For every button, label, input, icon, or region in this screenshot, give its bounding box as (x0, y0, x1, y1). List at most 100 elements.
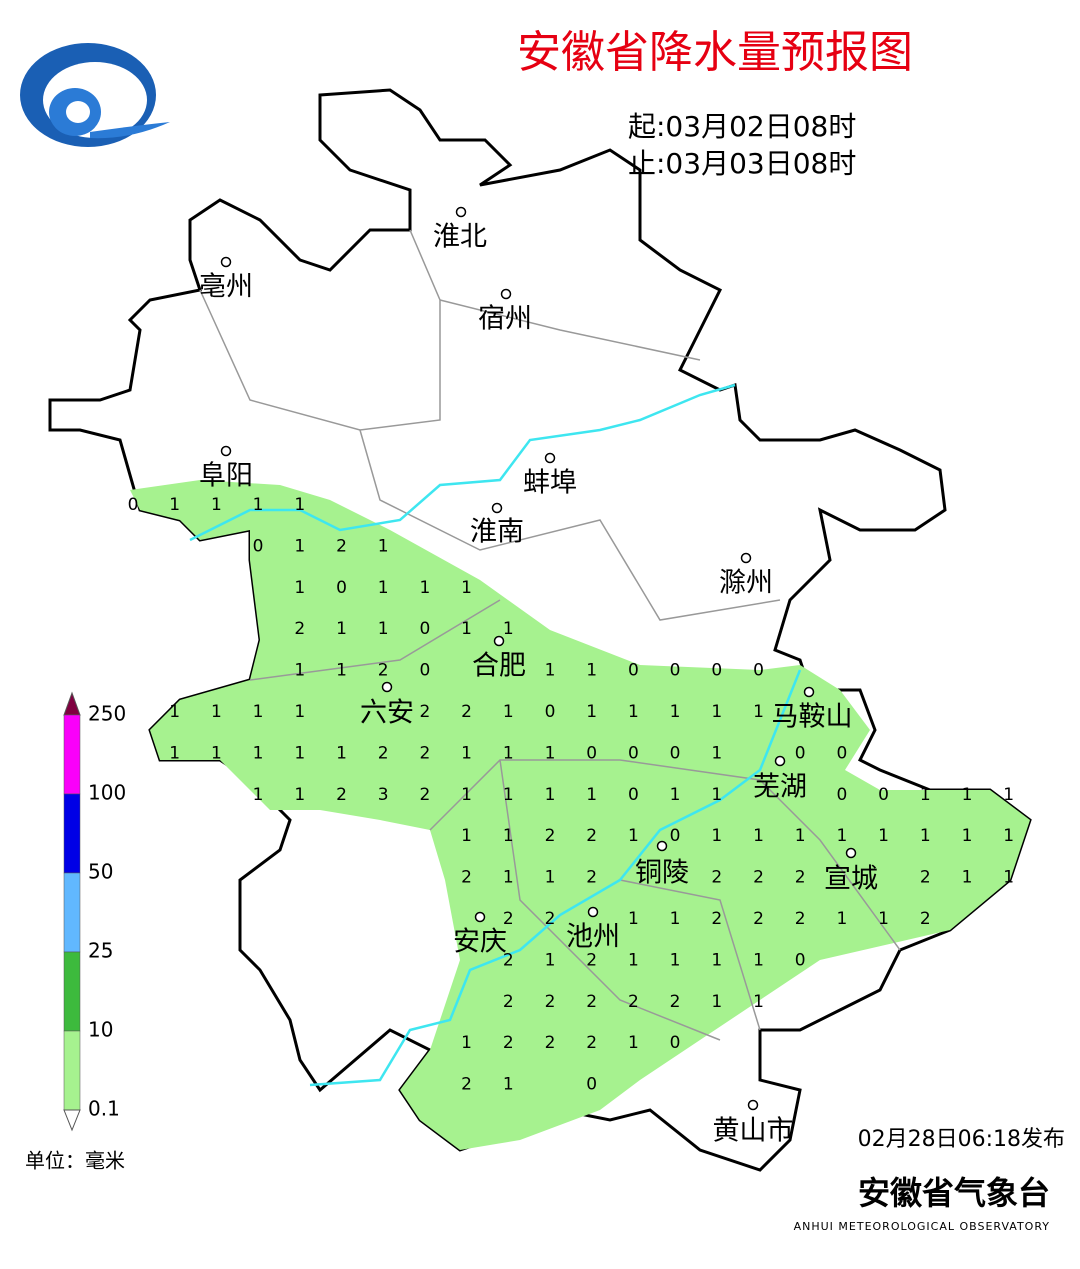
rain-value: 0 (628, 785, 639, 805)
city-dot (747, 1099, 759, 1111)
end-time: 止:03月03日08时 (628, 147, 856, 180)
rain-value: 1 (628, 950, 639, 970)
logo (20, 43, 170, 147)
rain-value: 1 (586, 661, 597, 681)
rain-value: 1 (586, 702, 597, 722)
legend-top (63, 691, 81, 716)
rain-value: 0 (628, 661, 639, 681)
rain-value: 2 (419, 785, 430, 805)
rain-value: 1 (294, 495, 305, 515)
city-dot (656, 840, 668, 852)
rain-value: 1 (836, 826, 847, 846)
rain-value: 1 (711, 826, 722, 846)
rain-value: 1 (461, 785, 472, 805)
rain-value: 1 (545, 950, 556, 970)
rain-value: 1 (711, 992, 722, 1012)
legend-label: 100 (88, 781, 126, 805)
rain-value: 1 (503, 619, 514, 639)
city-dot (220, 256, 232, 268)
rain-value: 1 (920, 826, 931, 846)
city-dot (740, 552, 752, 564)
rain-value: 0 (670, 1033, 681, 1053)
rain-value: 0 (545, 702, 556, 722)
rain-value: 2 (378, 743, 389, 763)
rain-value: 1 (711, 950, 722, 970)
rain-value: 1 (211, 702, 222, 722)
rain-value: 1 (294, 536, 305, 556)
rain-value: 2 (545, 1033, 556, 1053)
city-name: 阜阳 (199, 461, 253, 492)
rain-value: 1 (378, 536, 389, 556)
rain-value: 1 (461, 578, 472, 598)
rain-value: 1 (503, 826, 514, 846)
rain-value: 2 (920, 868, 931, 888)
city-name: 淮南 (470, 517, 524, 548)
rain-value: 2 (586, 868, 597, 888)
rain-value: 0 (336, 578, 347, 598)
rain-value: 2 (670, 992, 681, 1012)
rain-value: 1 (545, 743, 556, 763)
rain-value: 0 (253, 536, 264, 556)
city-name: 淮北 (433, 222, 487, 253)
rain-value: 2 (711, 909, 722, 929)
rain-value: 1 (670, 909, 681, 929)
rain-value: 0 (836, 785, 847, 805)
title: 安徽省降水量预报图 (517, 27, 913, 78)
rain-value: 0 (586, 743, 597, 763)
legend: 250 100 50 25 10 0.1 (63, 691, 126, 1132)
rain-value: 2 (503, 992, 514, 1012)
rain-value: 2 (545, 992, 556, 1012)
rain-value: 2 (920, 909, 931, 929)
rain-value: 2 (461, 868, 472, 888)
rain-value: 0 (878, 785, 889, 805)
rain-value: 3 (378, 785, 389, 805)
rain-value: 2 (586, 826, 597, 846)
city-dot (587, 906, 599, 918)
city-name: 黄山市 (713, 1116, 794, 1147)
rain-value: 1 (419, 578, 430, 598)
rain-value: 1 (545, 785, 556, 805)
rivers (189, 383, 802, 1087)
rain-value: 1 (169, 702, 180, 722)
city-name: 池州 (566, 922, 620, 953)
rain-value: 1 (169, 743, 180, 763)
legend-label: 50 (88, 860, 113, 884)
rain-value: 2 (711, 868, 722, 888)
rain-value: 1 (503, 785, 514, 805)
rain-value: 1 (711, 702, 722, 722)
city-dot (774, 755, 786, 767)
rain-value: 2 (419, 702, 430, 722)
rain-value: 1 (294, 785, 305, 805)
rain-value: 1 (628, 1033, 639, 1053)
rain-value: 1 (253, 702, 264, 722)
rain-value: 2 (795, 868, 806, 888)
rain-value: 1 (962, 785, 973, 805)
rain-value: 1 (503, 743, 514, 763)
rain-value: 0 (670, 661, 681, 681)
rain-value: 1 (503, 702, 514, 722)
publish-time: 02月28日06:18发布 (858, 1127, 1065, 1152)
rain-value: 2 (378, 661, 389, 681)
rain-value: 1 (878, 909, 889, 929)
rain-value: 1 (336, 619, 347, 639)
rain-value: 1 (920, 785, 931, 805)
rain-value: 1 (253, 785, 264, 805)
rain-value: 1 (253, 743, 264, 763)
rain-value: 1 (461, 619, 472, 639)
rain-value: 2 (545, 826, 556, 846)
rain-value: 0 (419, 619, 430, 639)
city-name: 安庆 (453, 927, 507, 958)
legend-swatch (63, 872, 81, 953)
rain-value: 1 (378, 619, 389, 639)
rain-value: 1 (753, 702, 764, 722)
org-name: 安徽省气象台 (858, 1174, 1050, 1212)
rain-value: 2 (586, 992, 597, 1012)
rain-value: 2 (419, 743, 430, 763)
rain-value: 1 (753, 826, 764, 846)
rain-value: 1 (753, 950, 764, 970)
rain-value: 0 (419, 661, 430, 681)
legend-bottom (63, 1109, 81, 1132)
rain-value: 1 (294, 578, 305, 598)
